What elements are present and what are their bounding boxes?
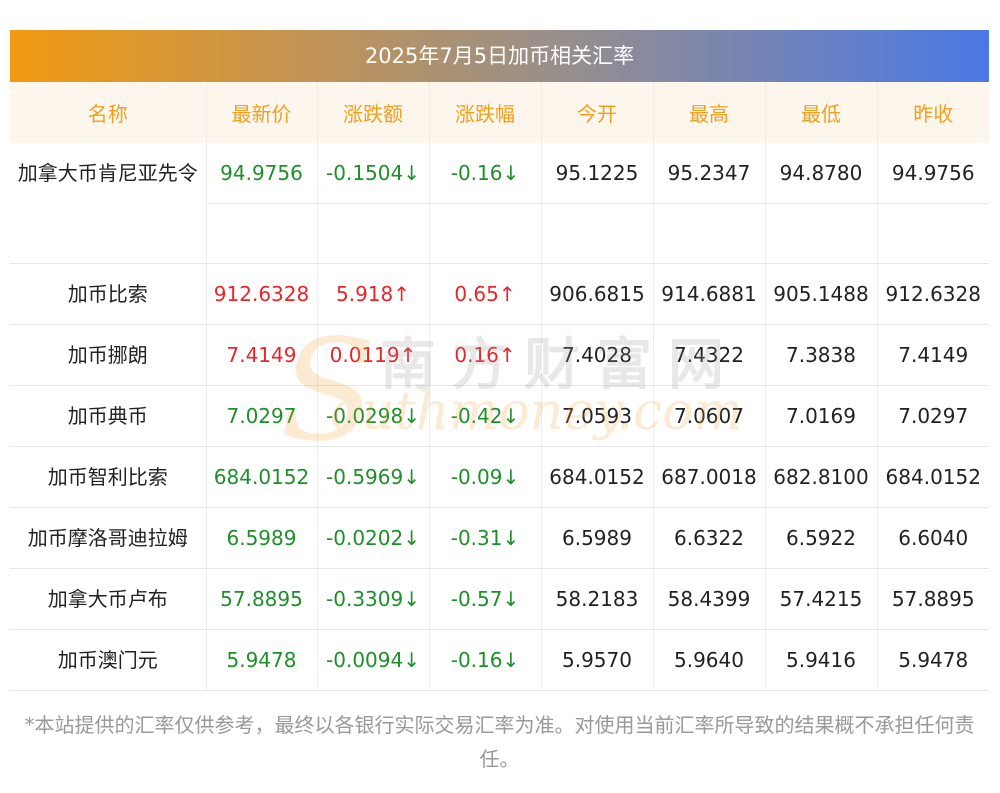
currency-pair-name: 加币澳门元 (10, 629, 206, 691)
currency-pair-name: 加币智利比索 (10, 446, 206, 508)
cell-prev: 912.6328 (876, 263, 989, 325)
rate-table: 名称 最新价 涨跌额 涨跌幅 今开 最高 最低 昨收 加拿大币肯尼亚先令 94.9… (10, 82, 989, 691)
cell-prev: 94.9756 (876, 143, 989, 264)
cell-pct: 0.65↑ (428, 263, 541, 325)
cell-prev: 5.9478 (876, 629, 989, 691)
cell-latest: 7.0297 (205, 385, 317, 447)
cell-high: 7.0607 (652, 385, 765, 447)
cell-pct: 0.16↑ (428, 324, 541, 386)
cell-open: 684.0152 (540, 446, 653, 508)
cell-low: 7.0169 (764, 385, 877, 447)
column-header-change: 涨跌额 (316, 82, 429, 143)
table-row: 加拿大币卢布 57.8895 -0.3309↓ -0.57↓ 58.2183 58.439… (10, 568, 989, 630)
rate-panel: 2025年7月5日加币相关汇率 名称 最新价 涨跌额 涨跌幅 今开 最高 最低 … (10, 30, 989, 691)
cell-open: 5.9570 (540, 629, 653, 691)
table-row: 加币澳门元 5.9478 -0.0094↓ -0.16↓ 5.9570 5.9640 5.9… (10, 629, 989, 691)
cell-change: 5.918↑ (316, 263, 429, 325)
currency-pair-name: 加币典币 (10, 385, 206, 447)
cell-open: 58.2183 (540, 568, 653, 630)
cell-low: 5.9416 (764, 629, 877, 691)
cell-high: 95.2347 (652, 143, 765, 264)
cell-change: -0.1504↓ (316, 143, 429, 264)
cell-change: -0.3309↓ (316, 568, 429, 630)
cell-prev: 6.6040 (876, 507, 989, 569)
cell-high: 687.0018 (652, 446, 765, 508)
cell-prev: 57.8895 (876, 568, 989, 630)
column-header-pct: 涨跌幅 (428, 82, 541, 143)
cell-open: 6.5989 (540, 507, 653, 569)
cell-latest: 684.0152 (205, 446, 317, 508)
cell-open: 906.6815 (540, 263, 653, 325)
column-header-low: 最低 (764, 82, 877, 143)
cell-change: 0.0119↑ (316, 324, 429, 386)
table-row: 加币挪朗 7.4149 0.0119↑ 0.16↑ 7.4028 7.4322 7.3838… (10, 324, 989, 386)
cell-latest: 5.9478 (205, 629, 317, 691)
cell-change: -0.0298↓ (316, 385, 429, 447)
cell-latest: 912.6328 (205, 263, 317, 325)
cell-open: 7.0593 (540, 385, 653, 447)
cell-prev: 684.0152 (876, 446, 989, 508)
cell-high: 7.4322 (652, 324, 765, 386)
disclaimer-note: *本站提供的汇率仅供参考，最终以各银行实际交易汇率为准。对使用当前汇率所导致的结… (24, 713, 975, 771)
cell-pct: -0.16↓ (428, 629, 541, 691)
table-row: 加币典币 7.0297 -0.0298↓ -0.42↓ 7.0593 7.0607 7.01… (10, 385, 989, 447)
currency-pair-name: 加拿大币肯尼亚先令 (10, 143, 206, 264)
table-row: 加币摩洛哥迪拉姆 6.5989 -0.0202↓ -0.31↓ 6.5989 6.6322… (10, 507, 989, 569)
cell-low: 7.3838 (764, 324, 877, 386)
cell-latest: 94.9756 (205, 143, 317, 264)
cell-latest: 57.8895 (205, 568, 317, 630)
cell-low: 6.5922 (764, 507, 877, 569)
cell-low: 682.8100 (764, 446, 877, 508)
cell-change: -0.0202↓ (316, 507, 429, 569)
column-header-latest: 最新价 (205, 82, 317, 143)
column-header-prev: 昨收 (876, 82, 989, 143)
table-row: 加币智利比索 684.0152 -0.5969↓ -0.09↓ 684.0152 687.… (10, 446, 989, 508)
table-row: 加币比索 912.6328 5.918↑ 0.65↑ 906.6815 914.6881 9… (10, 263, 989, 325)
cell-low: 94.8780 (764, 143, 877, 264)
cell-pct: -0.16↓ (428, 143, 541, 264)
cell-high: 914.6881 (652, 263, 765, 325)
cell-latest: 7.4149 (205, 324, 317, 386)
cell-pct: -0.42↓ (428, 385, 541, 447)
cell-high: 5.9640 (652, 629, 765, 691)
panel-title: 2025年7月5日加币相关汇率 (10, 30, 989, 82)
cell-low: 57.4215 (764, 568, 877, 630)
currency-pair-name: 加币挪朗 (10, 324, 206, 386)
cell-pct: -0.31↓ (428, 507, 541, 569)
cell-prev: 7.4149 (876, 324, 989, 386)
currency-pair-name: 加币比索 (10, 263, 206, 325)
currency-pair-name: 加拿大币卢布 (10, 568, 206, 630)
table-header-row: 名称 最新价 涨跌额 涨跌幅 今开 最高 最低 昨收 (10, 82, 989, 143)
column-header-open: 今开 (540, 82, 653, 143)
cell-latest: 6.5989 (205, 507, 317, 569)
cell-pct: -0.09↓ (428, 446, 541, 508)
table-row: 加拿大币肯尼亚先令 94.9756 -0.1504↓ -0.16↓ 95.1225 95.… (10, 143, 989, 264)
column-header-high: 最高 (652, 82, 765, 143)
cell-open: 95.1225 (540, 143, 653, 264)
cell-change: -0.5969↓ (316, 446, 429, 508)
cell-pct: -0.57↓ (428, 568, 541, 630)
currency-pair-name: 加币摩洛哥迪拉姆 (10, 507, 206, 569)
column-header-name: 名称 (87, 102, 128, 126)
cell-high: 6.6322 (652, 507, 765, 569)
cell-change: -0.0094↓ (316, 629, 429, 691)
cell-low: 905.1488 (764, 263, 877, 325)
cell-prev: 7.0297 (876, 385, 989, 447)
cell-high: 58.4399 (652, 568, 765, 630)
cell-open: 7.4028 (540, 324, 653, 386)
